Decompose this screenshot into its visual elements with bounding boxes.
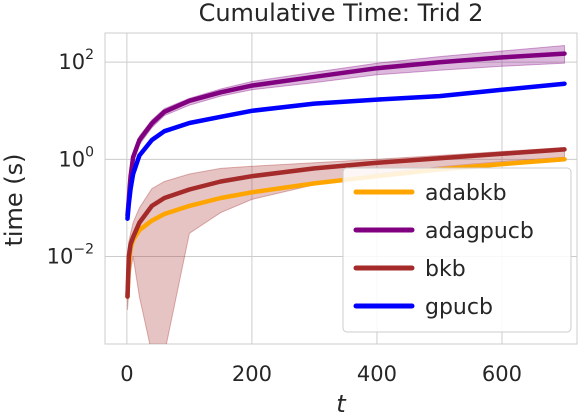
- y-tick-label: 102: [58, 47, 94, 74]
- legend-label-adabkb: adabkb: [425, 181, 507, 206]
- x-axis-label: t: [336, 390, 347, 418]
- x-tick-label: 600: [482, 362, 522, 386]
- plot-series-group: [125, 44, 567, 344]
- series-line-bkb: [125, 147, 567, 299]
- legend-box: [342, 167, 572, 333]
- legend-label-gpucb: gpucb: [425, 295, 493, 320]
- legend-label-adagpucb: adagpucb: [425, 219, 534, 244]
- legend-label-bkb: bkb: [425, 257, 466, 282]
- y-axis-label: time (s): [0, 153, 28, 246]
- plot-frame: [104, 32, 578, 345]
- y-tick-label: 10−2: [47, 242, 94, 269]
- chart-title: Cumulative Time: Trid 2: [199, 0, 484, 27]
- plot-area: 0 200 400 600 10−2 100 102 adabkb adagpucb bkb gpu…: [47, 32, 578, 386]
- x-tick-label: 200: [232, 362, 272, 386]
- y-tick-label: 100: [58, 144, 94, 171]
- x-tick-label: 400: [357, 362, 397, 386]
- series-line-gpucb: [125, 81, 567, 221]
- legend: adabkb adagpucb bkb gpucb: [342, 167, 572, 333]
- x-tick-label: 0: [120, 362, 133, 386]
- series-line-adagpucb: [125, 51, 567, 218]
